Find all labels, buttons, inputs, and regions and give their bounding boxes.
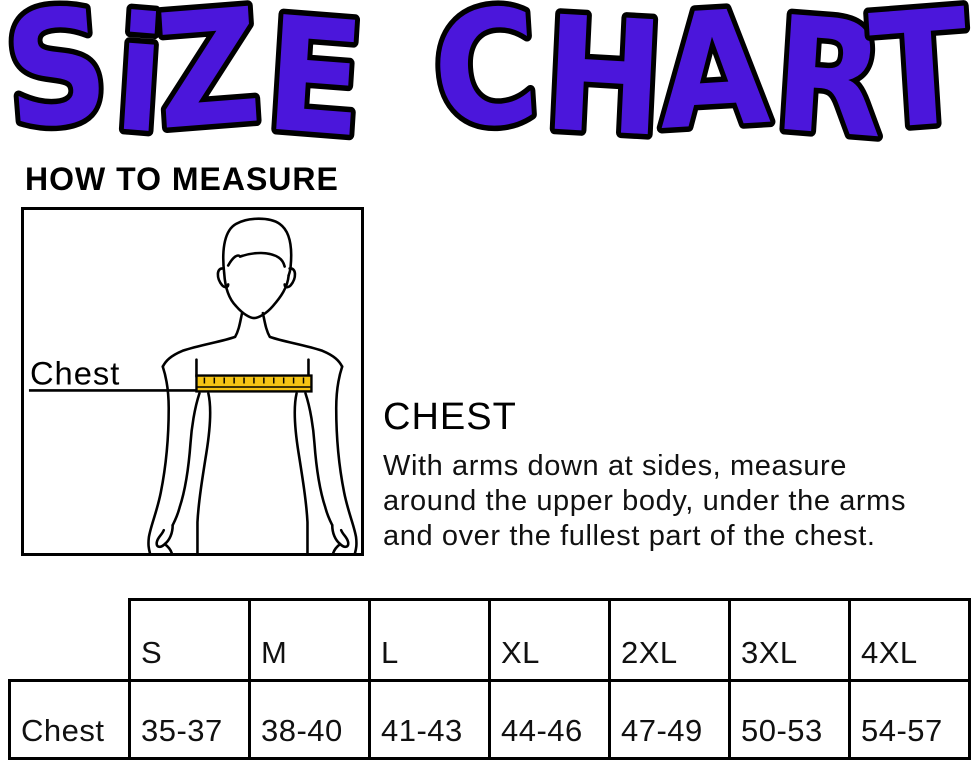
figure-left-hand	[155, 523, 174, 553]
size-col-header-l: L	[368, 598, 491, 682]
size-col-header-4xl: 4XL	[848, 598, 971, 682]
chest-instructions-text: With arms down at sides, measure around …	[383, 449, 906, 554]
measuring-tape-ticks	[203, 377, 305, 384]
chest-value-xl: 44-46	[488, 679, 611, 760]
figure-hair	[222, 217, 293, 277]
figure-left-ear	[216, 267, 230, 289]
figure-left-arm-inner	[171, 392, 201, 527]
how-to-measure-heading: HOW TO MEASURE	[25, 161, 339, 197]
chest-value-s: 35-37	[128, 679, 251, 760]
figure-left-torso-side	[196, 392, 212, 553]
figure-right-arm-inner	[304, 392, 334, 527]
figure-face	[222, 272, 290, 320]
figure-left-shoulder	[161, 311, 244, 368]
size-col-header-3xl: 3XL	[728, 598, 851, 682]
figure-left-arm-outer	[147, 365, 171, 553]
size-col-header-2xl: 2XL	[608, 598, 731, 682]
size-table: S M L XL 2XL 3XL 4XL Chest 35-37 38-40 4…	[8, 598, 971, 760]
chest-instructions-heading: CHEST	[383, 396, 517, 438]
figure-hairline	[226, 251, 286, 268]
chest-value-m: 38-40	[248, 679, 371, 760]
chest-value-l: 41-43	[368, 679, 491, 760]
size-col-header-s: S	[128, 598, 251, 682]
figure-right-hand	[330, 523, 350, 553]
chest-row-header: Chest	[8, 679, 131, 760]
chest-value-3xl: 50-53	[728, 679, 851, 760]
figure-right-shoulder	[261, 311, 344, 368]
measurement-figure-box: Chest	[21, 207, 364, 556]
figure-right-arm-outer	[334, 365, 358, 553]
instruction-line: around the upper body, under the arms	[383, 485, 907, 517]
figure-right-torso-side	[293, 392, 309, 553]
title-word-size: SiZE	[0, 0, 370, 155]
size-col-header-m: M	[248, 598, 371, 682]
size-col-header-xl: XL	[488, 598, 611, 682]
instruction-line: and over the fullest part of the chest.	[383, 520, 876, 552]
size-table-chest-row: Chest 35-37 38-40 41-43 44-46 47-49 50-5…	[8, 679, 971, 760]
title-word-chart: CHART	[427, 0, 975, 155]
torso-figure-image: Chest	[28, 217, 358, 553]
size-table-header-spacer	[10, 600, 130, 681]
size-table-header-row: S M L XL 2XL 3XL 4XL	[10, 598, 971, 682]
chest-figure-label: Chest	[30, 354, 120, 391]
chest-value-4xl: 54-57	[848, 679, 971, 760]
figure-right-ear	[283, 267, 297, 289]
size-chart-title: SiZE CHART	[0, 0, 978, 155]
instruction-line: With arms down at sides, measure	[383, 450, 848, 482]
chest-value-2xl: 47-49	[608, 679, 731, 760]
